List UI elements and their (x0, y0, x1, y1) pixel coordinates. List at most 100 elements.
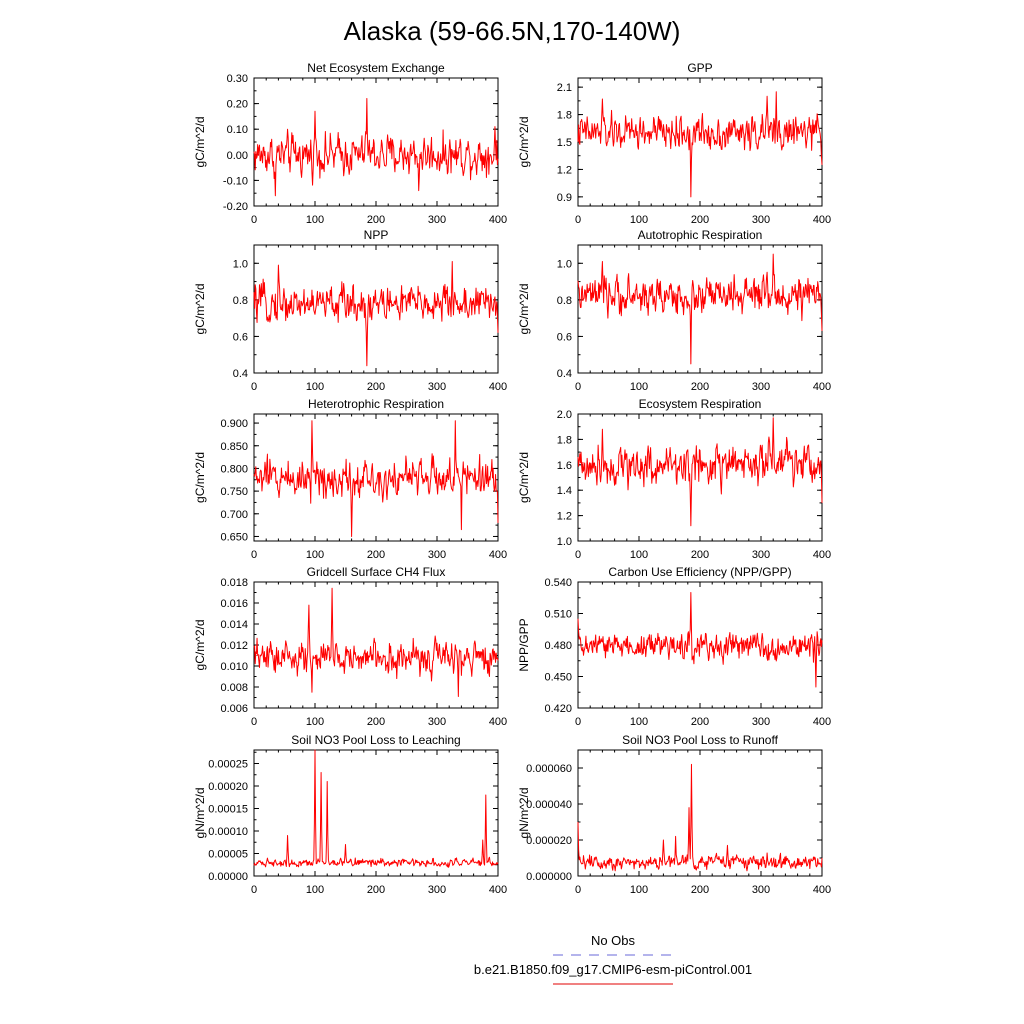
series-line (577, 91, 823, 198)
x-tick-label: 200 (367, 716, 385, 728)
y-tick-label: 0.000000 (526, 871, 572, 883)
y-axis-label: gC/m^2/d (517, 452, 531, 503)
plot-frame (577, 77, 823, 207)
series-line (577, 253, 823, 365)
series-line (253, 749, 499, 868)
y-tick-label: 0.018 (220, 577, 248, 589)
y-tick-label: 0.00020 (208, 781, 248, 793)
x-tick-label: 300 (428, 381, 446, 393)
y-tick-label: 1.8 (557, 110, 572, 122)
x-tick-label: 300 (752, 549, 770, 561)
series-line (253, 97, 499, 197)
y-axis-label: NPP/GPP (517, 618, 531, 671)
y-axis-label: gC/m^2/d (193, 117, 207, 168)
y-tick-label: 0.000020 (526, 835, 572, 847)
y-tick-label: 1.4 (557, 485, 572, 497)
x-tick-label: 0 (575, 214, 581, 226)
y-tick-label: 1.8 (557, 434, 572, 446)
panel-title: GPP (687, 61, 712, 75)
x-tick-label: 400 (489, 549, 507, 561)
x-tick-label: 0 (251, 716, 257, 728)
y-tick-label: 2.1 (557, 82, 572, 94)
panel-8: Carbon Use Efficiency (NPP/GPP) NPP/GPP 0 1… (517, 565, 831, 728)
x-tick-label: 400 (813, 549, 831, 561)
y-tick-label: 1.6 (557, 460, 572, 472)
x-tick-label: 0 (575, 716, 581, 728)
panel-title: Soil NO3 Pool Loss to Runoff (622, 733, 779, 747)
y-tick-label: 0.012 (220, 640, 248, 652)
x-tick-label: 100 (306, 214, 324, 226)
panel-6: Ecosystem Respiration gC/m^2/d 0 100 200 300 4… (517, 397, 831, 561)
x-tick-label: 100 (306, 381, 324, 393)
plot-frame (577, 244, 823, 374)
panel-title: Gridcell Surface CH4 Flux (307, 565, 446, 579)
y-tick-label: 0.540 (544, 577, 572, 589)
y-tick-label: 0.20 (227, 99, 248, 111)
x-tick-label: 300 (752, 381, 770, 393)
x-tick-label: 400 (489, 381, 507, 393)
x-tick-label: 200 (691, 381, 709, 393)
panel-9: Soil NO3 Pool Loss to Leaching gN/m^2/d 0 1… (193, 733, 507, 896)
y-axis-label: gC/m^2/d (193, 452, 207, 503)
x-tick-label: 0 (251, 884, 257, 896)
plot-frame (253, 77, 499, 207)
y-tick-label: 0.800 (220, 463, 248, 475)
x-tick-label: 200 (691, 884, 709, 896)
legend-obs-label: No Obs (591, 933, 636, 948)
y-tick-label: 1.0 (557, 536, 572, 548)
y-tick-label: 0.8 (557, 295, 572, 307)
panel-3: NPP gC/m^2/d 0 100 200 300 400 0.4 0.6 0.8 1.0 (193, 228, 507, 393)
y-tick-label: 0.30 (227, 73, 248, 85)
y-tick-label: 0.450 (544, 672, 572, 684)
x-tick-label: 300 (752, 884, 770, 896)
y-tick-label: 0.420 (544, 703, 572, 715)
y-tick-label: 0.006 (220, 703, 248, 715)
y-tick-label: 1.0 (233, 258, 248, 270)
x-tick-label: 100 (306, 716, 324, 728)
x-tick-label: 200 (367, 549, 385, 561)
series-line (253, 587, 499, 697)
x-tick-label: 0 (251, 381, 257, 393)
y-tick-label: 0.700 (220, 509, 248, 521)
plot-frame (577, 413, 823, 542)
y-tick-label: 0.8 (233, 295, 248, 307)
panel-title: NPP (364, 228, 389, 242)
series-line (577, 417, 823, 527)
y-tick-label: -0.20 (223, 201, 248, 213)
y-tick-label: 0.014 (220, 619, 248, 631)
y-tick-label: 0.4 (557, 368, 572, 380)
x-tick-label: 200 (691, 549, 709, 561)
y-tick-label: 0.00025 (208, 759, 248, 771)
y-tick-label: 0.900 (220, 418, 248, 430)
y-tick-label: 0.4 (233, 368, 248, 380)
x-tick-label: 300 (752, 214, 770, 226)
panel-7: Gridcell Surface CH4 Flux gC/m^2/d 0 100 200… (193, 565, 507, 728)
panel-title: Ecosystem Respiration (639, 397, 762, 411)
y-tick-label: 0.00010 (208, 826, 248, 838)
y-tick-label: 0.016 (220, 598, 248, 610)
x-tick-label: 0 (251, 214, 257, 226)
series-line (253, 420, 499, 537)
x-tick-label: 300 (428, 214, 446, 226)
y-axis-label: gN/m^2/d (517, 788, 531, 839)
series-line (253, 260, 499, 367)
x-tick-label: 400 (813, 716, 831, 728)
series-line (577, 592, 823, 688)
panel-10: Soil NO3 Pool Loss to Runoff gN/m^2/d 0 100… (517, 733, 831, 896)
plot-frame (577, 749, 823, 877)
panel-title: Heterotrophic Respiration (308, 397, 444, 411)
x-tick-label: 400 (813, 381, 831, 393)
y-tick-label: 0.6 (557, 331, 572, 343)
x-tick-label: 300 (428, 884, 446, 896)
y-axis-label: gC/m^2/d (193, 620, 207, 671)
y-tick-label: 0.850 (220, 441, 248, 453)
y-tick-label: 0.00015 (208, 804, 248, 816)
x-tick-label: 100 (630, 381, 648, 393)
x-tick-label: 100 (306, 884, 324, 896)
y-tick-label: 1.2 (557, 164, 572, 176)
y-tick-label: 0.6 (233, 331, 248, 343)
x-tick-label: 0 (575, 884, 581, 896)
panel-title: Soil NO3 Pool Loss to Leaching (291, 733, 460, 747)
y-tick-label: 0.000040 (526, 799, 572, 811)
